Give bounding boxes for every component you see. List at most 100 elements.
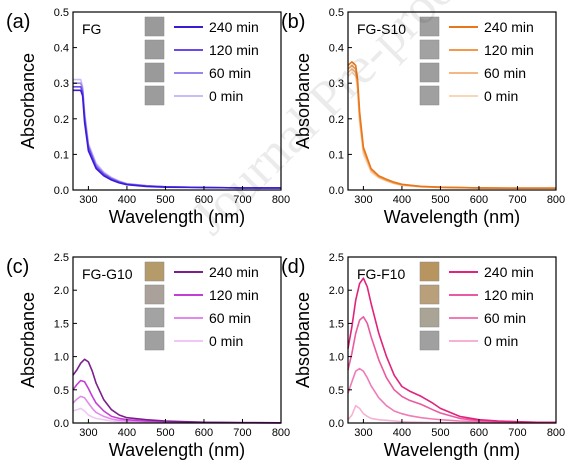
- plot-frame: [72, 11, 282, 191]
- sample-photo-swatch: [144, 16, 165, 37]
- x-tick-label: 700: [233, 194, 251, 206]
- legend-label: 120 min: [209, 42, 259, 58]
- x-tick-label: 500: [156, 194, 174, 206]
- x-tick-label: 500: [431, 194, 449, 206]
- y-tick-label: 0.1: [54, 149, 69, 161]
- legend-label: 60 min: [209, 65, 251, 81]
- y-tick-label: 0.5: [54, 7, 69, 19]
- legend-label: 240 min: [209, 19, 259, 35]
- y-tick-label: 0.0: [54, 418, 69, 430]
- y-tick-label: 2.5: [54, 252, 69, 264]
- legend: 240 min 120 min 60 min 0 min: [144, 261, 259, 351]
- y-tick-label: 0.1: [329, 149, 344, 161]
- y-tick-label: 0.2: [329, 114, 344, 126]
- legend-label: 0 min: [209, 88, 243, 104]
- legend-label: 0 min: [484, 88, 518, 104]
- y-tick-label: 1.5: [329, 318, 344, 330]
- legend: 240 min 120 min 60 min 0 min: [419, 261, 534, 351]
- sample-photo-swatch: [144, 284, 165, 305]
- sample-label: FG-F10: [357, 266, 405, 282]
- x-tick-label: 700: [508, 427, 526, 439]
- legend-label: 0 min: [484, 333, 518, 349]
- x-tick-label: 400: [118, 427, 136, 439]
- x-tick-label: 500: [156, 427, 174, 439]
- sample-photo-swatch: [144, 39, 165, 60]
- y-tick-label: 0.0: [329, 185, 344, 197]
- series-line-240-min: [73, 89, 281, 189]
- series-line-60-min: [347, 68, 556, 189]
- y-tick-label: 1.5: [54, 318, 69, 330]
- sample-photo-swatch: [144, 307, 165, 328]
- sample-photo-swatch: [419, 261, 440, 282]
- plot-frame: [72, 256, 282, 424]
- sample-label: FG-S10: [357, 21, 406, 37]
- x-tick-label: 400: [393, 194, 411, 206]
- sample-photo-swatch: [419, 330, 440, 351]
- legend-label: 240 min: [209, 264, 259, 280]
- y-tick-label: 2.5: [329, 252, 344, 264]
- x-axis-label: Wavelength (nm): [109, 440, 245, 460]
- sample-photo-swatch: [144, 62, 165, 83]
- y-tick-label: 0.5: [54, 385, 69, 397]
- chart-panel-2: 300 400 500 600 700 800 0.0 0.1 0.2 0.3 0.4 0.5 Wave…: [281, 7, 565, 227]
- y-tick-label: 2.0: [54, 285, 69, 297]
- chart-panel-3: 300 400 500 600 700 800 0.0 0.5 1.0 1.5 2.0 2.5 Wave…: [6, 252, 290, 460]
- x-axis-label: Wavelength (nm): [384, 207, 520, 227]
- legend-label: 120 min: [209, 287, 259, 303]
- legend-label: 0 min: [209, 333, 243, 349]
- x-tick-label: 400: [118, 194, 136, 206]
- sample-label: FG-G10: [82, 266, 133, 282]
- x-tick-label: 600: [195, 194, 213, 206]
- y-tick-label: 0.4: [54, 43, 69, 55]
- sample-photo-swatch: [144, 85, 165, 106]
- x-tick-label: 700: [508, 194, 526, 206]
- sample-photo-swatch: [419, 39, 440, 60]
- legend-label: 240 min: [484, 264, 534, 280]
- panel-letter: (b): [281, 11, 305, 33]
- x-tick-label: 800: [547, 194, 565, 206]
- x-tick-label: 300: [79, 427, 97, 439]
- x-axis-label: Wavelength (nm): [109, 207, 245, 227]
- y-tick-label: 0.3: [54, 78, 69, 90]
- y-tick-label: 1.0: [54, 352, 69, 364]
- y-tick-label: 0.5: [329, 7, 344, 19]
- x-tick-label: 400: [393, 427, 411, 439]
- series-line-120-min: [347, 64, 556, 189]
- legend-label: 120 min: [484, 287, 534, 303]
- x-axis-label: Wavelength (nm): [384, 440, 520, 460]
- y-tick-label: 0.4: [329, 43, 344, 55]
- x-tick-label: 300: [354, 194, 372, 206]
- chart-panel-1: 300 400 500 600 700 800 0.0 0.1 0.2 0.3 0.4 0.5 Wave…: [6, 7, 290, 227]
- x-tick-label: 600: [470, 194, 488, 206]
- sample-photo-swatch: [144, 261, 165, 282]
- y-axis-label: Absorbance: [293, 53, 313, 149]
- y-axis-label: Absorbance: [293, 292, 313, 388]
- series-line-240-min: [72, 358, 282, 424]
- legend-label: 60 min: [484, 310, 526, 326]
- series-line-60-min: [347, 367, 557, 424]
- y-tick-label: 0.3: [329, 78, 344, 90]
- panel-letter: (d): [281, 256, 305, 278]
- series-group: [73, 78, 281, 189]
- sample-photo-swatch: [419, 85, 440, 106]
- x-tick-label: 300: [354, 427, 372, 439]
- plot-frame: [347, 11, 557, 191]
- panel-letter: (a): [6, 11, 30, 33]
- chart-panel-4: 300 400 500 600 700 800 0.0 0.5 1.0 1.5 2.0 2.5 Wave…: [281, 252, 565, 460]
- legend-label: 120 min: [484, 42, 534, 58]
- sample-photo-swatch: [419, 62, 440, 83]
- y-axis-label: Absorbance: [18, 292, 38, 388]
- legend: 240 min 120 min 60 min 0 min: [144, 16, 259, 106]
- y-tick-label: 0.0: [329, 418, 344, 430]
- plot-frame: [347, 256, 557, 424]
- x-tick-label: 300: [79, 194, 97, 206]
- legend-label: 240 min: [484, 19, 534, 35]
- sample-photo-swatch: [419, 284, 440, 305]
- y-tick-label: 0.0: [54, 185, 69, 197]
- sample-photo-swatch: [419, 307, 440, 328]
- sample-label: FG: [82, 21, 101, 37]
- y-axis-label: Absorbance: [18, 53, 38, 149]
- series-line-240-min: [347, 277, 556, 424]
- legend-label: 60 min: [209, 310, 251, 326]
